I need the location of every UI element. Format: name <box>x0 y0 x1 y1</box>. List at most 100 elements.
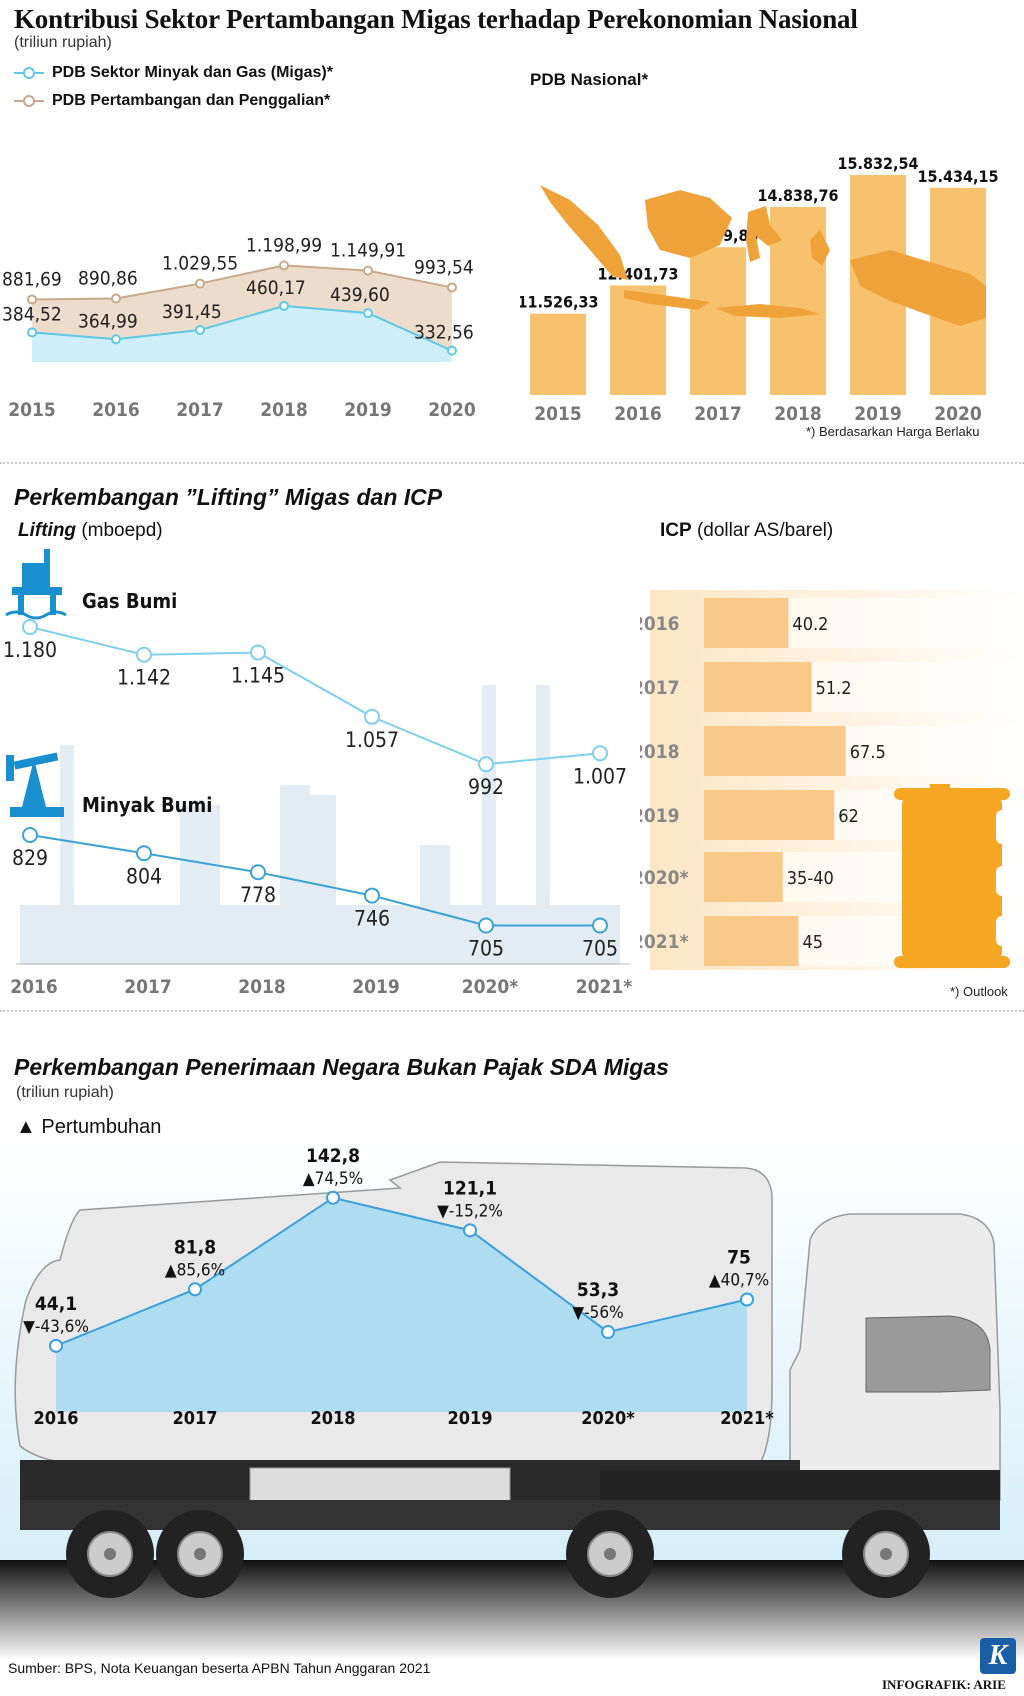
pnbp-point <box>740 1292 754 1307</box>
barrel-rim <box>894 788 1010 800</box>
icp-bar <box>704 598 789 648</box>
pdb-nasional-title: PDB Nasional* <box>530 70 649 89</box>
pdb-nasional-bar <box>530 313 586 395</box>
cab-window <box>865 1315 991 1393</box>
x-tick-label: 2019 <box>352 976 400 998</box>
icp-value-label: 45 <box>803 932 824 953</box>
x-tick-label: 2017 <box>176 399 224 420</box>
icp-axis-title: ICP (dollar AS/barel) <box>660 520 833 542</box>
lifting-axis-title: Lifting (mboepd) <box>18 520 163 542</box>
gas-series-label: Gas Bumi <box>82 589 177 613</box>
tambang-point <box>447 282 457 293</box>
rig-wave <box>5 610 67 620</box>
pdb-nasional-value-label: 11.526,33 <box>520 293 599 312</box>
migas-point <box>27 327 37 338</box>
icp-value-label: 62 <box>838 806 859 827</box>
pnbp-point <box>463 1223 477 1238</box>
x-tick-label: 2017 <box>172 1408 217 1429</box>
credit: INFOGRAFIK: ARIE <box>882 1677 1006 1692</box>
rig-leg <box>50 595 56 615</box>
pnbp-value-label: 53,3 <box>577 1279 619 1301</box>
oil-value-label: 746 <box>354 907 390 931</box>
tambang-point <box>111 293 121 304</box>
pdb-note: *) Berdasarkan Harga Berlaku <box>806 424 980 439</box>
icp-bar <box>704 726 846 776</box>
refinery-stack <box>482 685 496 965</box>
kalimantan-shape <box>645 190 732 258</box>
barrel-notch <box>996 916 1014 946</box>
rig-leg <box>18 595 24 615</box>
growth-legend: ▲ Pertumbuhan <box>16 1116 162 1138</box>
oil-point <box>364 887 380 904</box>
oil-rig-icon <box>5 549 67 620</box>
tambang-point <box>195 278 205 289</box>
wheel-center <box>604 1548 616 1560</box>
oil-value-label: 778 <box>240 883 276 907</box>
pnbp-point <box>49 1338 63 1353</box>
lifting-unit: (mboepd) <box>81 520 163 541</box>
pnbp-growth-label: ▲85,6% <box>165 1260 225 1280</box>
refinery-silhouette <box>20 685 620 965</box>
unit-label: (triliun rupiah) <box>14 34 112 51</box>
indonesia-map-silhouette <box>540 185 986 326</box>
oil-series-label: Minyak Bumi <box>82 793 212 817</box>
x-tick-label: 2016 <box>10 976 58 998</box>
migas-line <box>31 304 453 352</box>
lifting-label: Lifting <box>18 520 77 541</box>
migas-value-label: 391,45 <box>162 301 222 323</box>
x-tick-label: 2019 <box>447 1408 492 1429</box>
oil-point <box>592 917 608 934</box>
gas-value-label: 1.180 <box>3 638 57 662</box>
pumpjack-icon <box>6 752 64 817</box>
pnbp-growth-label: ▼-56% <box>572 1303 623 1323</box>
x-tick-label: 2018 <box>260 399 308 420</box>
pumpjack-beam <box>13 752 59 770</box>
migas-point <box>447 345 457 356</box>
wheel-center <box>104 1548 116 1560</box>
oil-point <box>22 827 38 843</box>
pnbp-area <box>56 1197 747 1412</box>
nusa-tenggara-shape <box>716 304 820 318</box>
pnbp-value-label: 44,1 <box>35 1293 77 1315</box>
rig-derrick <box>44 549 50 565</box>
x-tick-label: 2016 <box>614 403 662 420</box>
migas-point <box>279 300 289 311</box>
pumpjack-base <box>10 807 64 817</box>
maluku-shape <box>810 230 830 266</box>
refinery-base <box>20 905 620 965</box>
sumatra-shape <box>540 185 628 280</box>
pnbp-growth-label: ▼-43,6% <box>23 1317 89 1337</box>
legend-migas-marker <box>14 67 44 79</box>
pdb-nasional-chart: 11.526,33201512.401,73201613.589,8320171… <box>520 154 999 420</box>
pnbp-point <box>326 1190 340 1205</box>
icp-year-label: 2018 <box>640 741 680 763</box>
pdb-nasional-value-label: 15.434,15 <box>917 167 998 186</box>
legend-tambang-marker <box>14 95 44 107</box>
oil-value-label: 705 <box>468 937 504 961</box>
gas-point <box>250 644 266 661</box>
pdb-nasional-bar <box>690 247 746 395</box>
icp-bar <box>704 790 835 840</box>
lifting-section-title: Perkembangan ”Lifting” Migas dan ICP <box>14 484 443 510</box>
gas-value-label: 1.007 <box>573 764 627 788</box>
legend-migas: PDB Sektor Minyak dan Gas (Migas)* <box>14 64 333 82</box>
tambang-value-label: 1.198,99 <box>246 234 322 256</box>
migas-value-label: 384,52 <box>2 303 62 325</box>
icp-value-label: 51.2 <box>816 678 852 699</box>
migas-point <box>363 308 373 319</box>
main-title: Kontribusi Sektor Pertambangan Migas ter… <box>14 4 858 34</box>
x-tick-label: 2020* <box>462 976 519 998</box>
gas-value-label: 1.142 <box>117 666 171 690</box>
java-shape <box>624 290 710 310</box>
pnbp-growth-label: ▲74,5% <box>303 1169 363 1189</box>
section-divider-1 <box>0 462 1024 464</box>
pumpjack-frame <box>22 759 46 807</box>
pdb-area-chart: 881,69 890,86 1.029,55 1.198,99 1.149,91 993,… <box>2 234 476 420</box>
icp-year-label: 2016 <box>640 613 680 635</box>
pnbp-line <box>55 1196 748 1347</box>
icp-bar <box>704 662 812 712</box>
icp-chart: 40.2 2016 51.2 2017 67.5 2018 62 2019 35-40 2020*… <box>640 590 1024 970</box>
pnbp-value-label: 75 <box>727 1247 751 1269</box>
legend-tambang-label: PDB Pertambangan dan Penggalian* <box>52 92 331 109</box>
barrel-notch <box>996 866 1014 896</box>
